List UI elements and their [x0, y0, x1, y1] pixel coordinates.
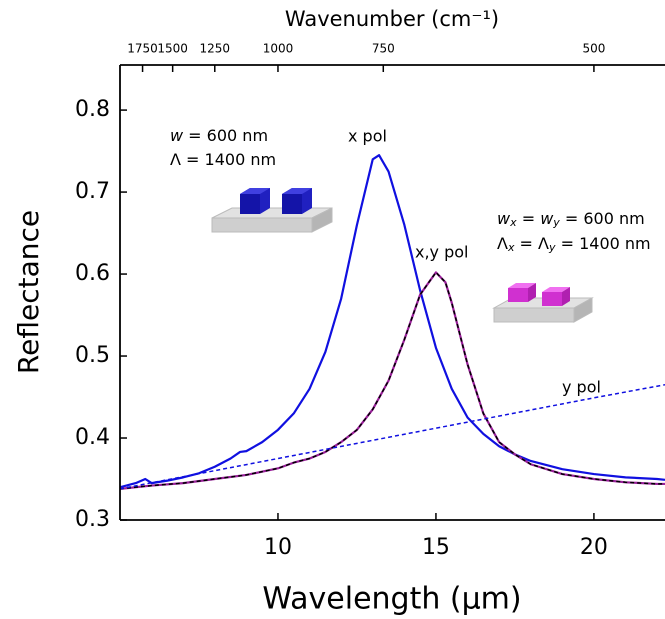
y-tick-label: 0.7	[75, 179, 110, 204]
series-label: y pol	[562, 378, 601, 397]
x2-tick-label: 1500	[157, 42, 188, 56]
series-label: x pol	[348, 127, 387, 146]
series-label: x,y pol	[415, 243, 469, 262]
x2-tick-label: 500	[582, 42, 605, 56]
axes-frame	[119, 64, 665, 521]
x2-tick-label: 1000	[263, 42, 294, 56]
plot-area	[120, 154, 665, 490]
annotation: w = 600 nm	[170, 126, 268, 145]
x2-tick-label: 750	[372, 42, 395, 56]
icon-squares	[492, 283, 594, 323]
series-line	[120, 154, 665, 489]
y-tick-label: 0.5	[75, 343, 110, 368]
x-axis-label: Wavelength (μm)	[262, 582, 521, 617]
y-tick-label: 0.8	[75, 97, 110, 122]
annotation: wx = wy = 600 nm	[497, 209, 645, 230]
y-tick-label: 0.6	[75, 261, 110, 286]
x-tick-label: 20	[580, 535, 608, 560]
annotation: Λ = 1400 nm	[170, 150, 276, 169]
y-tick-label: 0.3	[75, 507, 110, 532]
x2-tick-label: 1750	[127, 42, 158, 56]
series-line	[120, 271, 665, 490]
x-tick-label: 15	[422, 535, 450, 560]
y-axis-label: Reflectance	[12, 210, 45, 374]
x2-tick-label: 1250	[200, 42, 231, 56]
annotation: Λx = Λy = 1400 nm	[497, 234, 651, 255]
y-tick-label: 0.4	[75, 425, 110, 450]
series-line	[120, 383, 665, 490]
x-tick-label: 10	[264, 535, 292, 560]
x2-axis-label: Wavenumber (cm⁻¹)	[285, 7, 499, 31]
icon-wires	[211, 188, 333, 233]
